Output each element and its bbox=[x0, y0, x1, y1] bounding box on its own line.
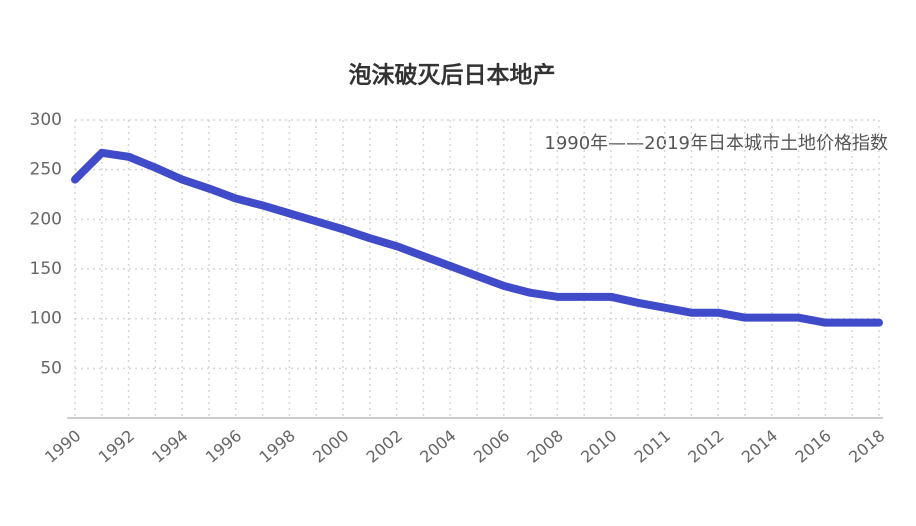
annotation: 1990年——2019年日本城市土地价格指数 bbox=[544, 133, 888, 154]
x-tick-label: 2008 bbox=[523, 426, 566, 467]
x-tick-label: 1994 bbox=[148, 426, 191, 467]
y-tick-label: 300 bbox=[30, 110, 62, 130]
x-tick-label: 2011 bbox=[631, 426, 674, 467]
x-tick-label: 2010 bbox=[577, 426, 620, 467]
x-tick-label: 2012 bbox=[684, 426, 727, 467]
plot: 50 100 150 200 250 300 1990 1992 1994 1996 1998 200… bbox=[30, 110, 889, 467]
x-tick-label: 1998 bbox=[255, 426, 298, 467]
data-line bbox=[71, 148, 883, 327]
x-tick-label: 2014 bbox=[738, 426, 781, 467]
x-tick-label: 2016 bbox=[791, 426, 834, 467]
x-tick-label: 2004 bbox=[416, 426, 459, 467]
x-tick-label: 2018 bbox=[845, 426, 888, 467]
y-tick-label: 250 bbox=[30, 160, 62, 180]
x-tick-label: 2002 bbox=[363, 426, 406, 467]
x-tick-label: 1992 bbox=[95, 426, 138, 467]
x-tick-label: 1990 bbox=[41, 426, 84, 467]
x-tick-label: 1996 bbox=[202, 426, 245, 467]
x-tick-label: 2006 bbox=[470, 426, 513, 467]
y-tick-label: 150 bbox=[30, 259, 62, 279]
chart-title: 泡沫破灭后日本地产 bbox=[349, 62, 556, 89]
y-tick-label: 200 bbox=[30, 209, 62, 229]
y-tick-label: 50 bbox=[40, 358, 62, 378]
y-tick-label: 100 bbox=[30, 309, 62, 329]
x-tick-label: 2000 bbox=[309, 426, 352, 467]
